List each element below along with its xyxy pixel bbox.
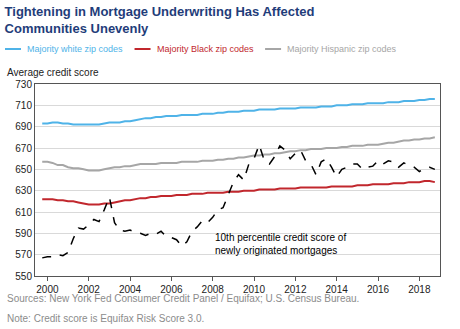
svg-text:10th percentile credit score o: 10th percentile credit score ofnewly ori…	[215, 232, 346, 256]
svg-text:2016: 2016	[367, 284, 390, 295]
svg-text:Average credit score: Average credit score	[7, 67, 99, 78]
svg-text:590: 590	[15, 228, 32, 239]
svg-text:610: 610	[15, 207, 32, 218]
svg-text:670: 670	[15, 143, 32, 154]
svg-text:650: 650	[15, 164, 32, 175]
svg-text:2004: 2004	[119, 284, 142, 295]
svg-text:2000: 2000	[36, 284, 59, 295]
svg-text:Majority Hispanic zip codes: Majority Hispanic zip codes	[287, 44, 397, 54]
svg-text:630: 630	[15, 185, 32, 196]
svg-text:690: 690	[15, 121, 32, 132]
svg-text:2010: 2010	[243, 284, 266, 295]
svg-text:Note: Credit score is Equifax: Note: Credit score is Equifax Risk Score…	[7, 313, 204, 324]
svg-text:2008: 2008	[202, 284, 225, 295]
svg-text:570: 570	[15, 249, 32, 260]
svg-text:Sources: New York Fed Consumer: Sources: New York Fed Consumer Credit Pa…	[7, 293, 359, 304]
svg-text:710: 710	[15, 100, 32, 111]
svg-text:Majority white zip codes: Majority white zip codes	[27, 44, 123, 54]
svg-text:Majority Black zip codes: Majority Black zip codes	[157, 44, 254, 54]
svg-text:550: 550	[15, 271, 32, 282]
svg-text:Tightening in Mortgage Underwr: Tightening in Mortgage Underwriting Has …	[5, 4, 315, 36]
svg-text:2014: 2014	[326, 284, 349, 295]
svg-text:730: 730	[15, 79, 32, 90]
svg-text:2002: 2002	[78, 284, 101, 295]
svg-text:2006: 2006	[160, 284, 183, 295]
svg-text:2012: 2012	[284, 284, 307, 295]
svg-text:2018: 2018	[408, 284, 431, 295]
